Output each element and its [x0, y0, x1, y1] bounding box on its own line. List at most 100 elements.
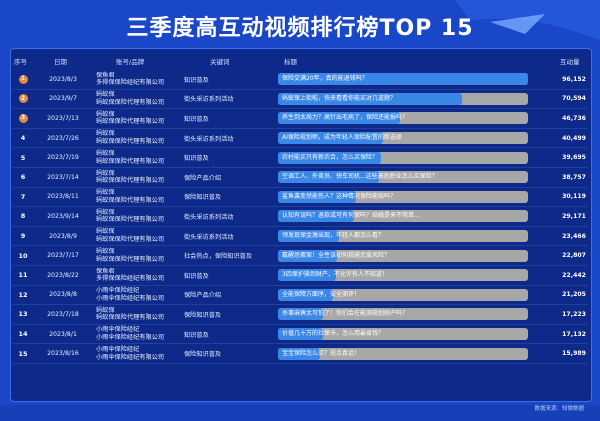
table-row: 6 2023/7/14 蚂蚁保 蚂蚁保保险代理有限公司 保险产品介绍 空调工人、外卖员、快… [12, 168, 588, 188]
account-label: 蚂蚁保保险代理有限公司 [96, 98, 165, 106]
data-label: 96,152 [562, 75, 586, 83]
rank-label: 12 [18, 290, 28, 299]
bar-track [278, 347, 528, 360]
data-label: 22,442 [562, 271, 586, 279]
rank-label: 10 [18, 251, 28, 260]
data-label: 38,757 [562, 173, 586, 181]
bar [278, 151, 382, 164]
date-label: 2023/8/11 [47, 193, 79, 201]
bar-cell: 价值几十万的社保卡，怎么用最省钱？ [278, 325, 528, 344]
rank-cell: 11 [12, 266, 34, 285]
table-header: 序号 日期 账号/品牌 关键词 标题 互动量 [12, 52, 588, 68]
data-label: 29,171 [562, 212, 586, 220]
date-label: 2023/8/9 [49, 232, 77, 240]
keyword-label: 街头采访系列活动 [184, 135, 234, 143]
bar [278, 230, 339, 243]
header-topic: 标题 [284, 58, 297, 66]
account-cell: 保鱼君 多得保保险经纪有限公司 [96, 266, 182, 285]
bar [278, 73, 528, 86]
account-label: 多得保保险经纪有限公司 [96, 79, 165, 87]
account-cell: 蚂蚁保 蚂蚁保保险代理有限公司 [96, 188, 182, 207]
account-label: 蚂蚁保保险代理有限公司 [96, 216, 165, 224]
date-label: 2023/7/17 [47, 252, 79, 260]
table-row: 15 2023/8/16 小雨伞保险经纪 小雨伞保险经纪有限公司 保险知识普及 宝宝保险怎… [12, 344, 588, 364]
account-label: 蚂蚁保保险代理有限公司 [96, 236, 165, 244]
table-row: 9 2023/8/9 蚂蚁保 蚂蚁保保险代理有限公司 街头采访系列活动 领发现保金激出现，… [12, 227, 588, 247]
account-cell: 蚂蚁保 蚂蚁保保险代理有限公司 [96, 90, 182, 109]
date-label: 2023/7/19 [47, 154, 79, 162]
rank-label: 9 [20, 232, 26, 241]
data-source: 数据来源：知微数据 [534, 406, 584, 412]
date-label: 2023/9/14 [47, 212, 79, 220]
account-cell: 蚂蚁保 蚂蚁保保险代理有限公司 [96, 168, 182, 187]
rank-cell: 1 [12, 70, 34, 89]
rank-label: 4 [20, 134, 26, 143]
rank-label: 11 [18, 271, 28, 280]
account-label: 蚂蚁保 [96, 150, 115, 158]
header-value: 互动量 [560, 58, 580, 66]
topic-label: 鲨鱼袭变然能伤人？这种情况保险能赔吗？ [282, 192, 397, 200]
rank-cell: 2 [12, 90, 34, 109]
rank-cell: 9 [12, 227, 34, 246]
date-label: 2023/7/14 [47, 173, 79, 181]
bar-cell: 戴醒恐蛋案！全性该如何规避恋爱风险？ [278, 246, 528, 265]
account-label: 蚂蚁保保险代理有限公司 [96, 157, 165, 165]
rank-label: 6 [20, 173, 26, 182]
account-label: 蚂蚁保保险代理有限公司 [96, 255, 165, 263]
account-cell: 小雨伞保险经纪 小雨伞保险经纪有限公司 [96, 286, 182, 305]
rank-cell: 6 [12, 168, 34, 187]
bar [278, 288, 334, 301]
bar-track [278, 328, 528, 341]
topic-label: 农村能买只有新农合，怎么买保险？ [282, 153, 379, 161]
data-label: 22,807 [562, 252, 586, 260]
data-label: 30,119 [562, 193, 586, 201]
account-cell: 蚂蚁保 蚂蚁保保险代理有限公司 [96, 227, 182, 246]
date-label: 2023/8/16 [47, 350, 79, 358]
data-label: 46,736 [562, 114, 586, 122]
account-label: 蚂蚁保保险代理有限公司 [96, 177, 165, 185]
bar [278, 190, 357, 203]
header-rank: 序号 [14, 58, 27, 66]
account-label: 蚂蚁保 [96, 208, 115, 216]
rank-cell: 10 [12, 246, 34, 265]
topic-label: 宝宝保险怎么买？说点真话！ [282, 349, 361, 357]
bar-cell: 认知有误吗？退款或可有何保吗？结婚是来不简单... [278, 207, 528, 226]
topic-label: 3四保护操到财产，不允许有人不知道！ [282, 271, 388, 279]
bar [278, 92, 462, 105]
rank-cell: 4 [12, 129, 34, 148]
keyword-label: 保险产品介绍 [184, 174, 222, 182]
data-label: 70,594 [562, 95, 586, 103]
topic-label: 领发现保金激出现，年轻人都怎么看？ [282, 232, 385, 240]
data-label: 21,205 [562, 291, 586, 299]
header-date: 日期 [54, 58, 67, 66]
bar-track [278, 249, 528, 262]
data-label: 17,132 [562, 330, 586, 338]
topic-label: 养生到太局力？高针出毛病了，保险还能报吗？ [282, 114, 409, 122]
table-row: 4 2023/7/26 蚂蚁保 蚂蚁保保险代理有限公司 街头采访系列活动 AI保险规划师，… [12, 129, 588, 149]
rank-label: 3 [18, 113, 28, 123]
account-label: 蚂蚁保 [96, 228, 115, 236]
table-row: 2 2023/9/7 蚂蚁保 蚂蚁保保险代理有限公司 街头采访系列活动 蚂蚁保上街啦，快来… [12, 90, 588, 110]
topic-label: 杀事麻痹太可怕了！你们会在能测规划财产吗？ [282, 310, 409, 318]
account-label: 小雨伞保险经纪有限公司 [96, 334, 165, 342]
data-label: 39,695 [562, 154, 586, 162]
date-label: 2023/7/18 [47, 310, 79, 318]
bar-track [278, 288, 528, 301]
account-cell: 蚂蚁保 蚂蚁保保险代理有限公司 [96, 305, 182, 324]
bar-cell: 保险交满20年，真的能退钱吗？ [278, 70, 528, 89]
bar-cell: 养生到太局力？高针出毛病了，保险还能报吗？ [278, 109, 528, 128]
table-row: 1 2023/8/3 保鱼君 多得保保险经纪有限公司 知识普及 保险交满20年，真的能退钱… [12, 70, 588, 90]
rank-label: 15 [18, 349, 28, 358]
topic-label: 蚂蚁保上街啦，快来看看你能买对几道题？ [282, 94, 397, 102]
account-label: 小雨伞保险经纪 [96, 326, 140, 334]
keyword-label: 保险产品介绍 [184, 292, 222, 300]
bar-cell: 空调工人、外卖员、快车司机...这些高危职业怎么买保险？ [278, 168, 528, 187]
rank-cell: 8 [12, 207, 34, 226]
bar-cell: 全能保障方面序，安全测评！ [278, 286, 528, 305]
table-row: 10 2023/7/17 蚂蚁保 蚂蚁保保险代理有限公司 社会热点，保险知识普及 戴醒恐蛋… [12, 246, 588, 266]
keyword-label: 知识普及 [184, 331, 209, 339]
keyword-label: 社会热点，保险知识普及 [184, 253, 253, 261]
bar [278, 328, 323, 341]
keyword-label: 知识普及 [184, 272, 209, 280]
